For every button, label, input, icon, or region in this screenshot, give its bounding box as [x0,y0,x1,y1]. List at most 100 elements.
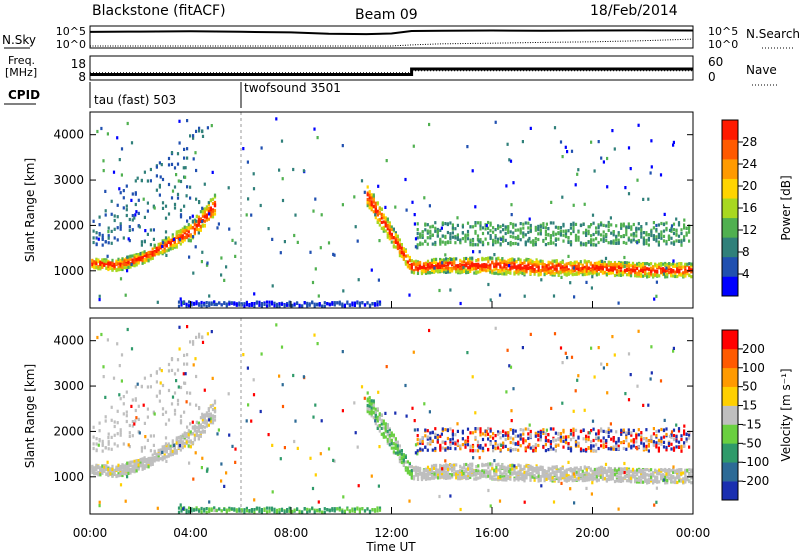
power-cell [154,206,156,209]
velocity-cell [474,436,476,439]
power-cell [612,266,614,269]
power-cell [644,271,646,274]
velocity-cell [592,476,594,479]
velocity-cell [383,434,385,437]
velocity-cell [550,472,552,475]
velocity-cell [134,467,136,470]
power-cell [505,267,507,270]
velocity-cell [690,481,692,484]
velocity-cell [540,479,542,482]
power-cell [432,234,434,237]
power-cell [228,186,230,189]
power-cell [451,262,453,265]
power-cell [423,265,425,268]
velocity-cell [471,463,473,466]
power-cell [178,230,180,233]
power-cell [144,216,146,219]
power-cell [168,249,170,252]
power-cell [603,160,605,163]
power-cell [216,226,218,229]
power-cell [228,228,230,231]
noise-tick-low: 10^0 [56,38,86,51]
velocity-cell [530,435,532,438]
velocity-cell [640,481,642,484]
power-cell [658,233,660,236]
power-cell [201,301,203,304]
velocity-cell [433,464,435,467]
velocity-cell [403,454,405,457]
power-cell [381,227,383,230]
power-cell [495,241,497,244]
power-cell [204,220,206,223]
velocity-cell [463,463,465,466]
power-cell [510,235,512,238]
power-cell [487,242,489,245]
power-cell [111,268,113,271]
power-cell [401,255,403,258]
velocity-cell [442,440,444,443]
velocity-cell [532,449,534,452]
power-cell [433,270,435,273]
velocity-cell [604,477,606,480]
power-cell [536,265,538,268]
velocity-cell [515,435,517,438]
power-cell [560,232,562,235]
velocity-cell [568,478,570,481]
velocity-cell [596,475,598,478]
power-cell [656,281,658,284]
power-cell [490,224,492,227]
velocity-cell [650,473,652,476]
power-cell [648,243,650,246]
power-cell [214,194,216,197]
power-cell [379,218,381,221]
velocity-cell [190,430,192,433]
power-cell [610,263,612,266]
velocity-cell [517,434,519,437]
velocity-cell [431,465,433,468]
velocity-cell [491,463,493,466]
power-cell [214,209,216,212]
velocity-cell [632,472,634,475]
power-cell [417,267,419,270]
power-cell [179,238,181,241]
power-cell [608,262,610,265]
power-cell [135,210,137,213]
power-cell [383,216,385,219]
power-cell [654,263,656,266]
power-cell [397,245,399,248]
velocity-cell [481,464,483,467]
power-cell [686,270,688,273]
velocity-cell [523,467,525,470]
velocity-cell [475,469,477,472]
power-cell [189,186,191,189]
power-cell [121,173,123,176]
power-cell [144,250,146,253]
power-cell [378,279,380,282]
power-cell [202,135,204,138]
power-cell [465,263,467,266]
velocity-cell [146,464,148,467]
power-cell [367,204,369,207]
power-cell [469,239,471,242]
power-cell [441,269,443,272]
power-cell [453,260,455,263]
power-cell [656,264,658,267]
power-cell [489,264,491,267]
power-cell [177,193,179,196]
power-cell [319,302,321,305]
power-cell [180,180,182,183]
power-cell [550,234,552,237]
power-cell [294,303,296,306]
power-cell [220,273,222,276]
power-cell [673,141,675,144]
velocity-cell [536,466,538,469]
power-cell [598,241,600,244]
velocity-cell [184,442,186,445]
velocity-cell [546,470,548,473]
power-cell [403,253,405,256]
power-cell [522,140,524,143]
velocity-cell [429,468,431,471]
velocity-cell [566,479,568,482]
velocity-cell [397,441,399,444]
power-cell [278,169,280,172]
